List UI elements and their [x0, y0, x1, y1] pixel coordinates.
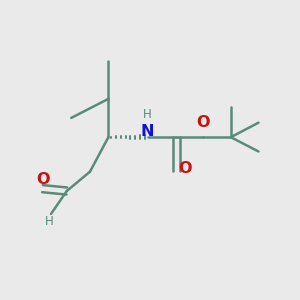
Text: H: H	[45, 215, 54, 228]
Text: H: H	[143, 108, 152, 122]
Text: N: N	[141, 124, 154, 140]
Text: O: O	[178, 161, 192, 176]
Text: O: O	[197, 115, 210, 130]
Text: O: O	[36, 172, 50, 187]
